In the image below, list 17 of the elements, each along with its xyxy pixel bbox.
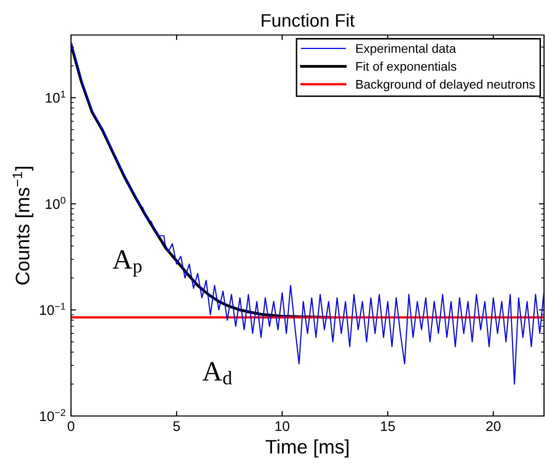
y-tick-label: 10$^{0}$ [46, 196, 66, 209]
y-tick-label: 10$^{1}$ [46, 90, 66, 103]
x-tick-label: 10 [275, 421, 290, 432]
legend-label: Background of delayed neutrons [356, 80, 535, 92]
x-tick-label: 0 [68, 421, 74, 432]
y-axis-title: Counts [ms$^{−1}$] [12, 166, 34, 284]
legend-label: Experimental data [356, 44, 456, 56]
x-tick-label: 20 [486, 421, 501, 432]
x-tick-label: 5 [173, 421, 180, 432]
legend-label: Fit of exponentials [356, 62, 456, 74]
y-tick-label: 10$^{−1}$ [40, 302, 66, 315]
annotation: A$_{p}$ [112, 250, 142, 277]
chart-title: Function Fit [262, 14, 355, 27]
x-axis-title: Time [ms] [266, 439, 348, 458]
annotation: A$_{d}$ [202, 362, 232, 385]
x-tick-label: 15 [381, 421, 395, 432]
y-tick-label: 10$^{−2}$ [40, 409, 66, 422]
